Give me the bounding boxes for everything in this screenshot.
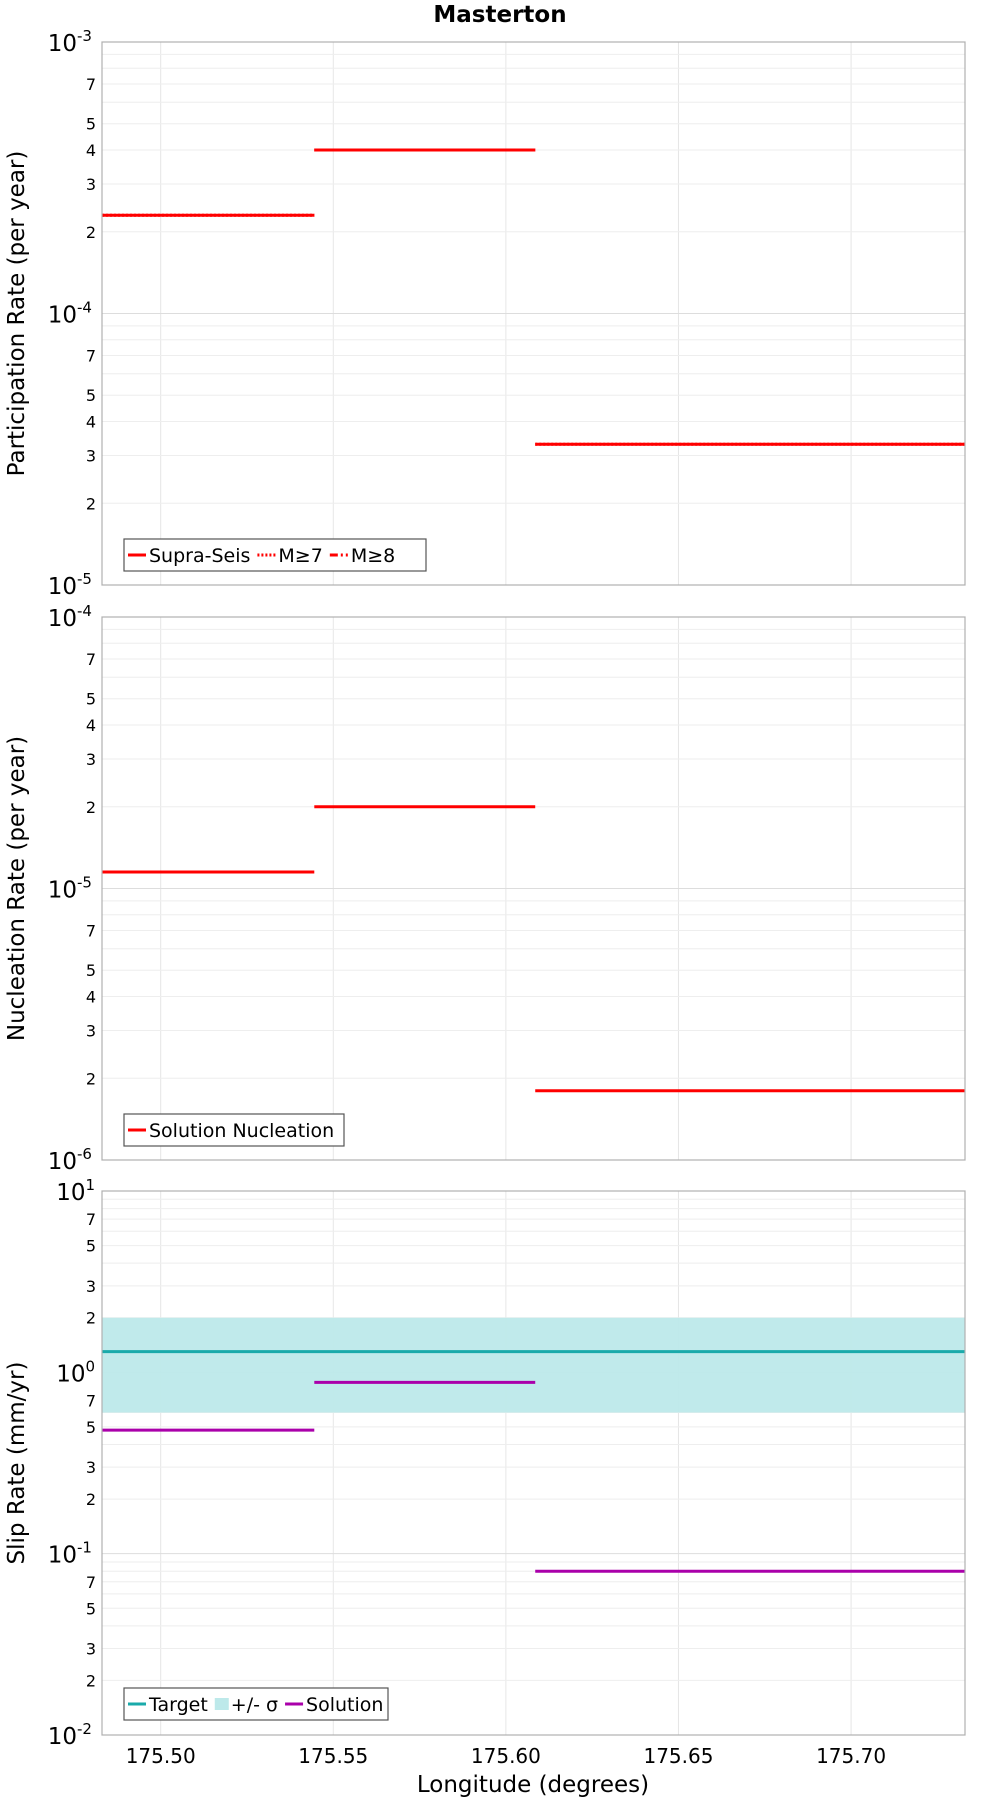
y-minor-tick-label: 3 — [86, 1021, 96, 1040]
y-minor-tick-label: 3 — [86, 1458, 96, 1477]
legend: Target +/- σ Solution — [123, 1687, 389, 1721]
y-minor-tick-label: 5 — [86, 690, 96, 709]
legend-label: Target — [148, 1694, 208, 1716]
y-minor-tick-label: 4 — [86, 141, 96, 160]
y-major-tick-exponent: 1 — [86, 1176, 96, 1194]
y-major-tick-exponent: -3 — [77, 27, 92, 45]
legend-label: M≥8 — [351, 545, 395, 567]
chart-title: Masterton — [433, 2, 566, 28]
sigma-band — [102, 1317, 965, 1413]
y-minor-tick-label: 3 — [86, 750, 96, 769]
y-minor-tick-label: 2 — [86, 1671, 96, 1690]
legend-label: M≥7 — [278, 545, 322, 567]
x-axis-label: Longitude (degrees) — [417, 1772, 649, 1798]
legend: Supra-Seis M≥7 M≥8 — [123, 538, 427, 572]
plot-border — [101, 41, 966, 586]
y-minor-tick-label: 5 — [86, 961, 96, 980]
y-minor-tick-label: 7 — [86, 75, 96, 94]
y-minor-tick-label: 5 — [86, 1237, 96, 1256]
legend-label: Solution — [306, 1694, 383, 1716]
legend-swatch — [214, 1698, 229, 1710]
x-tick-label: 175.55 — [298, 1744, 368, 1768]
y-major-tick-label: 10 — [56, 1361, 85, 1387]
y-minor-tick-label: 5 — [86, 1599, 96, 1618]
legend-box — [123, 1687, 389, 1721]
legend: Solution Nucleation — [123, 1113, 345, 1147]
y-major-tick-exponent: -6 — [77, 1145, 92, 1163]
legend-box — [123, 1113, 345, 1147]
y-major-tick-label: 10 — [48, 303, 77, 329]
y-axis-label: Participation Rate (per year) — [4, 151, 30, 477]
y-major-tick-exponent: -4 — [77, 299, 92, 317]
y-major-tick-exponent: -5 — [77, 570, 92, 588]
y-major-tick-label: 10 — [48, 878, 77, 904]
y-minor-tick-label: 4 — [86, 716, 96, 735]
y-minor-tick-label: 2 — [86, 1309, 96, 1328]
y-major-tick-label: 10 — [48, 1543, 77, 1569]
y-minor-tick-label: 5 — [86, 1418, 96, 1437]
y-major-tick-exponent: -1 — [77, 1539, 92, 1557]
y-major-tick-label: 10 — [48, 1149, 77, 1175]
y-major-tick-exponent: -5 — [77, 874, 92, 892]
y-major-tick-exponent: 0 — [86, 1357, 96, 1375]
plot-border — [101, 1190, 966, 1736]
y-minor-tick-label: 4 — [86, 413, 96, 432]
y-minor-tick-label: 3 — [86, 1277, 96, 1296]
y-minor-tick-label: 5 — [86, 115, 96, 134]
y-minor-tick-label: 2 — [86, 1069, 96, 1088]
y-minor-tick-label: 2 — [86, 223, 96, 242]
x-tick-label: 175.60 — [471, 1744, 541, 1768]
plot-border — [101, 616, 966, 1161]
x-tick-label: 175.65 — [643, 1744, 713, 1768]
y-major-tick-label: 10 — [48, 1724, 77, 1750]
y-minor-tick-label: 7 — [86, 1391, 96, 1410]
y-minor-tick-label: 2 — [86, 494, 96, 513]
x-tick-label: 175.70 — [816, 1744, 886, 1768]
y-major-tick-label: 10 — [48, 31, 77, 57]
y-minor-tick-label: 7 — [86, 347, 96, 366]
y-minor-tick-label: 7 — [86, 922, 96, 941]
y-major-tick-exponent: -2 — [77, 1720, 92, 1738]
y-minor-tick-label: 7 — [86, 1210, 96, 1229]
y-major-tick-exponent: -4 — [77, 602, 92, 620]
legend-label: Supra-Seis — [149, 545, 250, 567]
y-minor-tick-label: 4 — [86, 988, 96, 1007]
legend-label: Solution Nucleation — [149, 1120, 334, 1142]
y-minor-tick-label: 7 — [86, 1573, 96, 1592]
y-minor-tick-label: 3 — [86, 175, 96, 194]
y-minor-tick-label: 3 — [86, 446, 96, 465]
x-tick-label: 175.50 — [126, 1744, 196, 1768]
y-major-tick-label: 10 — [56, 1180, 85, 1206]
y-axis-label: Slip Rate (mm/yr) — [4, 1362, 30, 1565]
legend-label: +/- σ — [231, 1694, 278, 1716]
y-minor-tick-label: 5 — [86, 386, 96, 405]
y-minor-tick-label: 7 — [86, 650, 96, 669]
y-axis-label: Nucleation Rate (per year) — [4, 736, 30, 1041]
plot-area — [102, 1191, 965, 1735]
y-major-tick-label: 10 — [48, 574, 77, 600]
y-minor-tick-label: 3 — [86, 1639, 96, 1658]
y-minor-tick-label: 2 — [86, 798, 96, 817]
y-major-tick-label: 10 — [48, 606, 77, 632]
y-minor-tick-label: 2 — [86, 1490, 96, 1509]
